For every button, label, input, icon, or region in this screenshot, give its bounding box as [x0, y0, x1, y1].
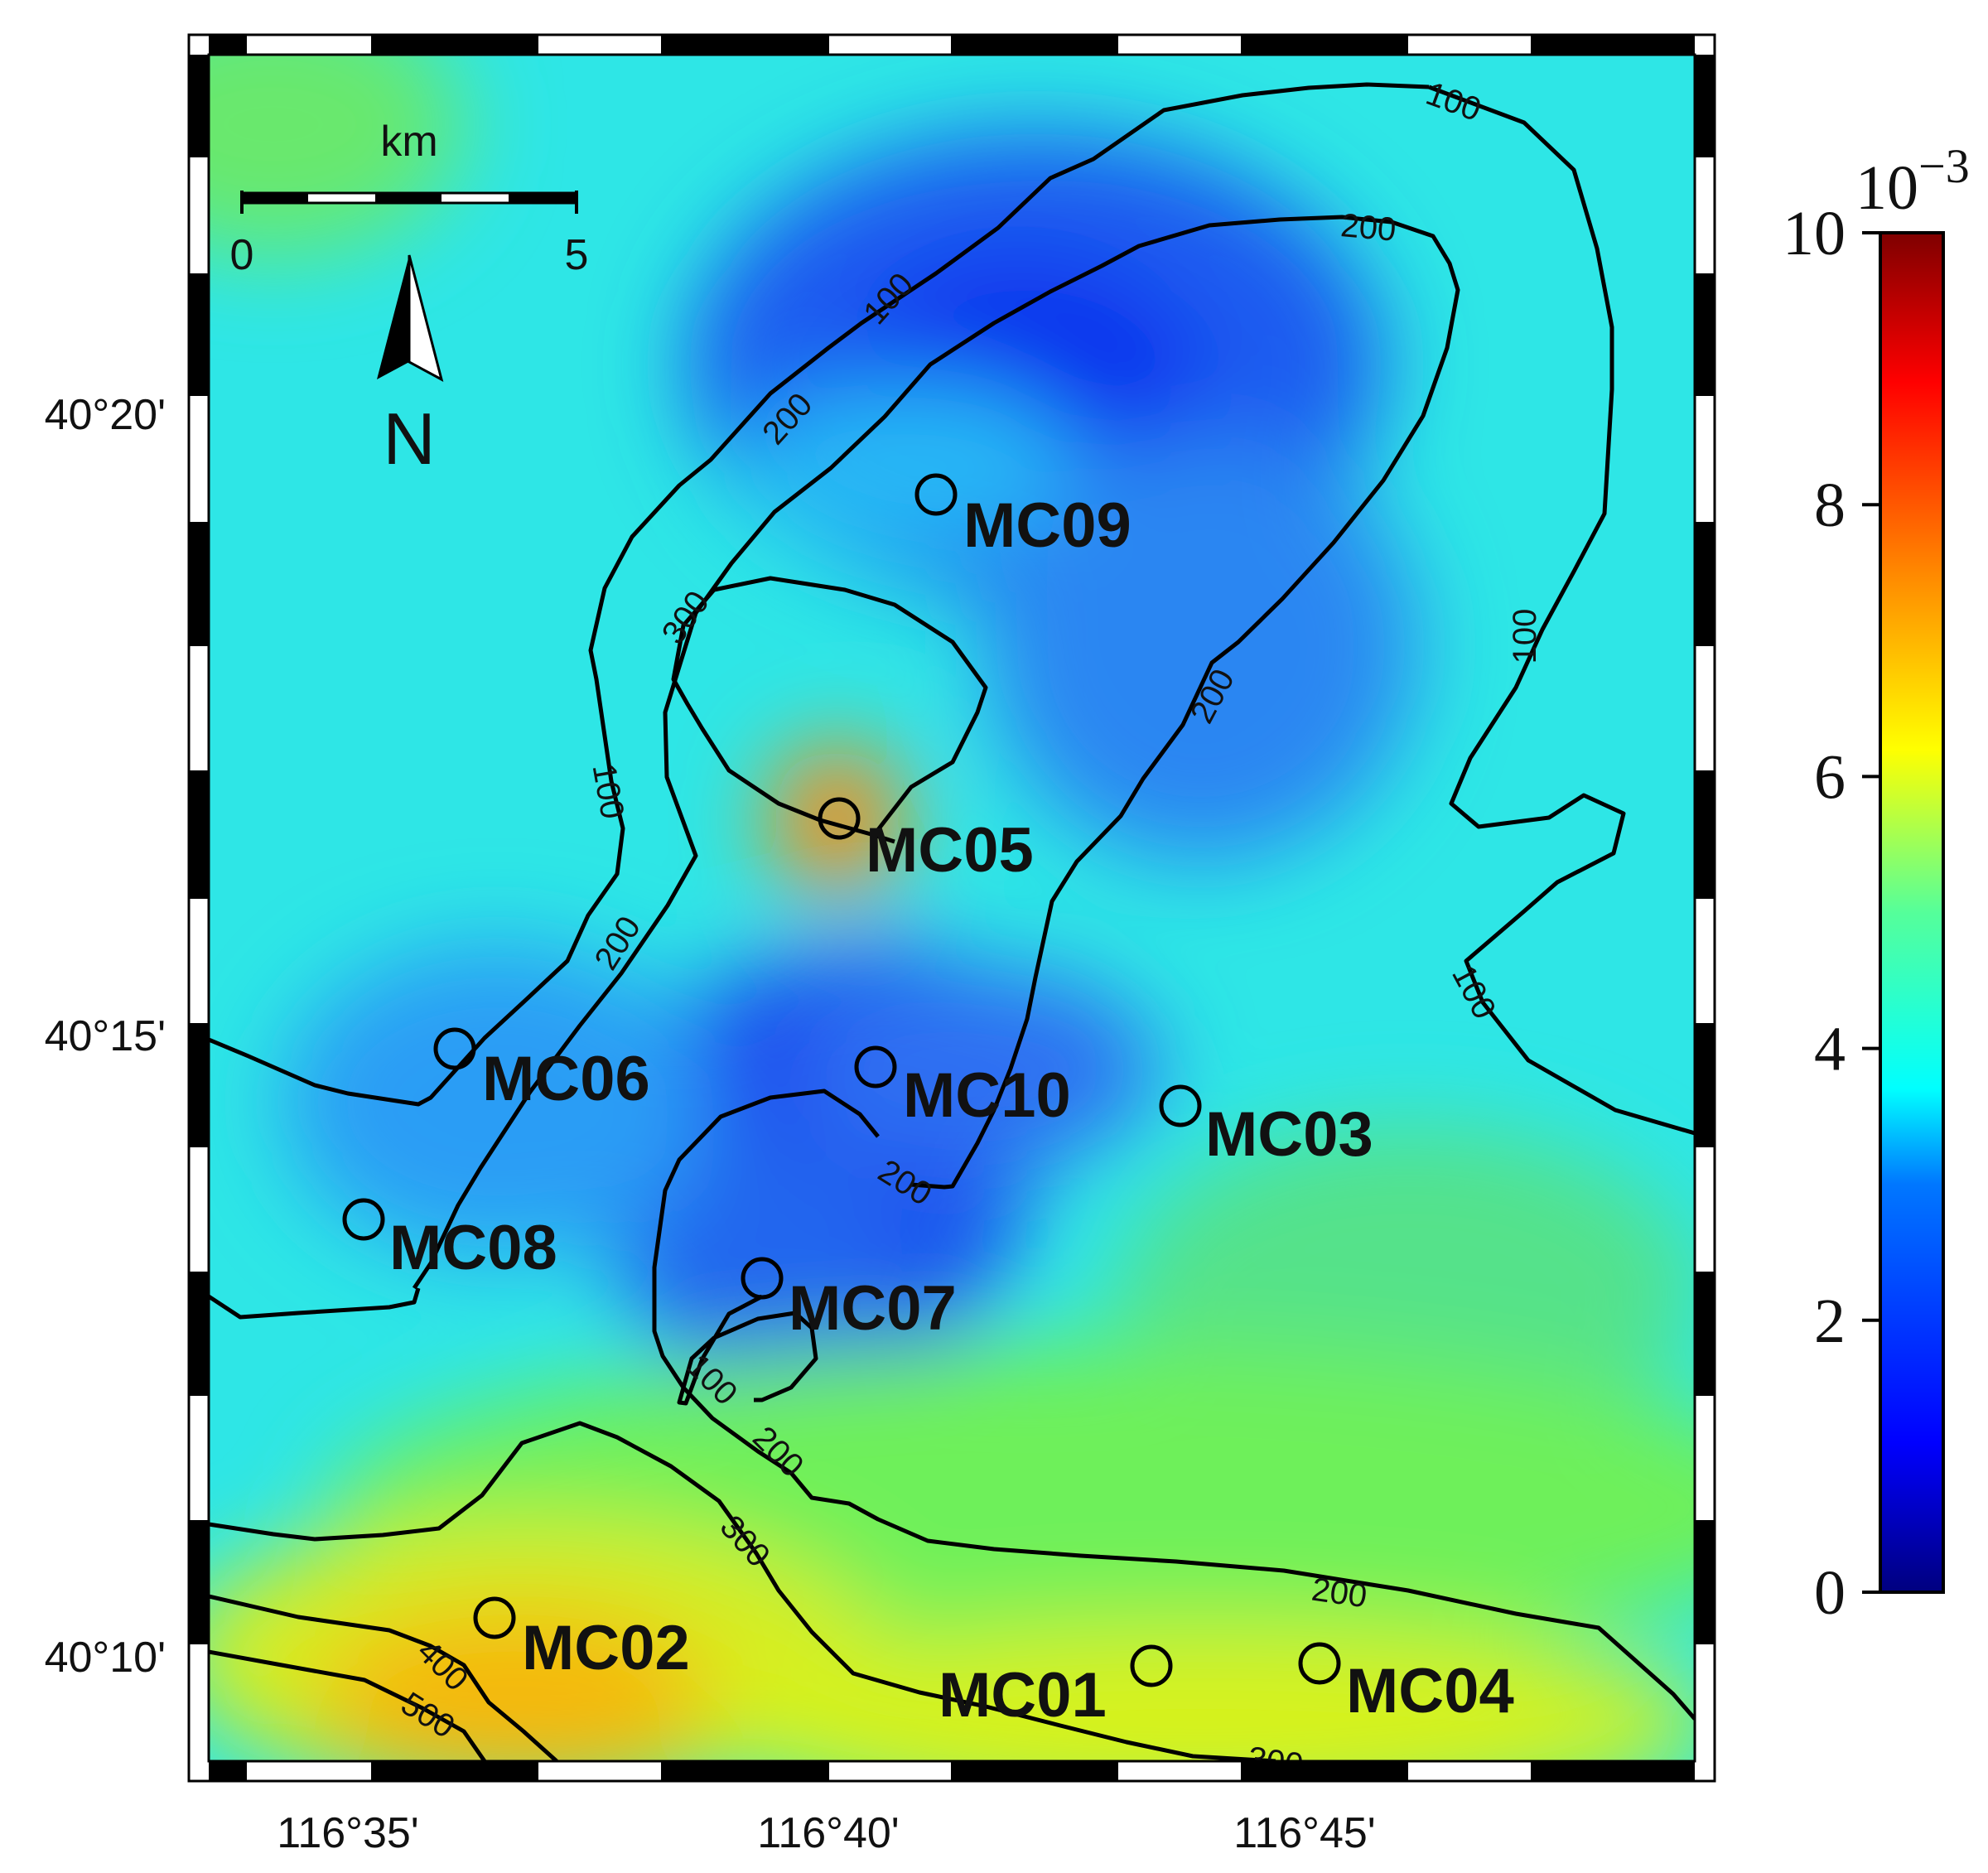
- svg-text:100: 100: [1507, 609, 1543, 664]
- station-label: MC06: [482, 1044, 650, 1114]
- map-frame: [187, 33, 1716, 1783]
- station-marker-icon: [741, 1257, 784, 1300]
- stations: MC01 MC02 MC03 MC04 MC05 MC06 MC07 MC08 MC09 MC10: [342, 473, 1514, 1731]
- colorbar-tick-label: 8: [1814, 471, 1846, 540]
- station-label: MC01: [939, 1660, 1107, 1731]
- contour-200-center: [652, 1089, 1695, 1721]
- colorbar-gradient: [1879, 231, 1945, 1594]
- scale-min-label: 0: [230, 231, 254, 279]
- contour-400: [209, 1594, 558, 1761]
- contour-500: [209, 1649, 487, 1761]
- north-label: N: [383, 398, 436, 480]
- contour-label: 100: [1507, 609, 1543, 664]
- contour-300-south: [209, 1421, 1276, 1761]
- svg-text:200: 200: [1310, 1571, 1369, 1615]
- axis-tick-labels: 116°35' 116°40' 116°45' 40°20' 40°15' 40°10': [45, 391, 1376, 1857]
- colorbar: 0 2 4 6 8 10 10−3: [1783, 139, 1970, 1628]
- x-tick-label: 116°40': [757, 1809, 899, 1857]
- contour-label: 200: [1310, 1571, 1369, 1615]
- scale-unit: km: [380, 118, 437, 166]
- station-label: MC04: [1346, 1656, 1514, 1726]
- north-arrow-icon: N: [377, 254, 444, 480]
- contour-200-north: [412, 215, 1460, 1290]
- svg-text:200: 200: [1339, 207, 1397, 249]
- colorbar-tick-label: 0: [1814, 1558, 1846, 1628]
- x-tick-label: 116°45': [1233, 1809, 1375, 1857]
- colorbar-tick-label: 2: [1814, 1286, 1846, 1356]
- station-marker-icon: [914, 473, 958, 516]
- contour-300-north: [671, 576, 988, 844]
- colorbar-tick-label: 10: [1783, 199, 1846, 268]
- station-marker-icon: [433, 1027, 476, 1070]
- contour-label: 200: [1339, 207, 1397, 249]
- colorbar-tick-label: 4: [1814, 1015, 1846, 1084]
- y-tick-label: 40°10': [45, 1634, 166, 1682]
- x-tick-label: 116°35': [277, 1809, 418, 1857]
- scale-bar: km 0 5: [230, 118, 589, 279]
- station-marker-icon: [1159, 1084, 1202, 1127]
- y-tick-label: 40°15': [45, 1012, 166, 1060]
- contour-200-west: [209, 1287, 421, 1320]
- station-label: MC03: [1205, 1099, 1373, 1170]
- contour-100-center: [677, 1294, 818, 1406]
- station-label: MC05: [866, 815, 1034, 886]
- station-label: MC07: [789, 1273, 957, 1344]
- colorbar-tick-label: 6: [1814, 742, 1846, 812]
- station-marker-icon: [342, 1198, 385, 1241]
- station-label: MC10: [903, 1060, 1071, 1131]
- contour-100-west: [209, 82, 1430, 1107]
- contour-lines: [209, 82, 1695, 1761]
- y-tick-label: 40°20': [45, 391, 166, 439]
- station-marker-icon: [1298, 1642, 1341, 1685]
- scale-max-label: 5: [565, 231, 589, 279]
- contour-100-north: [1428, 84, 1695, 1136]
- station-label: MC09: [963, 490, 1132, 561]
- station-marker-icon: [1130, 1644, 1173, 1687]
- colorbar-ticks: 0 2 4 6 8 10: [1783, 199, 1880, 1628]
- station-label: MC08: [389, 1213, 557, 1283]
- station-marker-icon: [818, 797, 861, 840]
- station-label: MC02: [522, 1613, 690, 1683]
- station-marker-icon: [854, 1045, 897, 1089]
- station-marker-icon: [473, 1596, 516, 1639]
- data-raster: [209, 55, 1695, 1761]
- colorbar-exponent: 10−3: [1855, 139, 1970, 223]
